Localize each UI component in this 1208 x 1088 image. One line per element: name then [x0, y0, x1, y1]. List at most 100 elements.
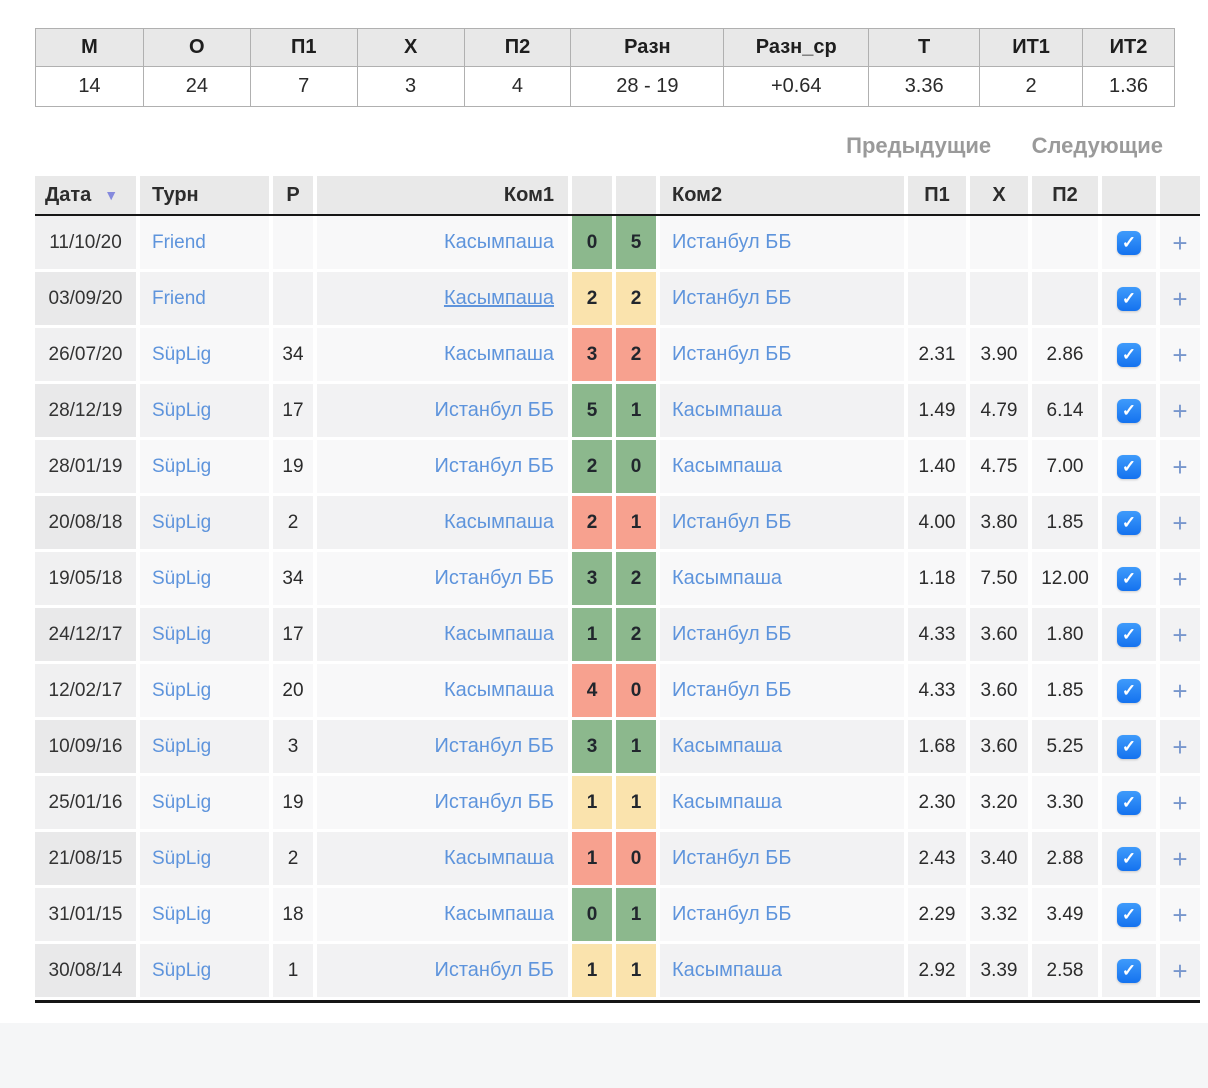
team1-link[interactable]: Касымпаша: [317, 272, 568, 325]
team1-link[interactable]: Истанбул ББ: [317, 944, 568, 997]
col-header-p2[interactable]: П2: [1032, 176, 1098, 214]
col-header-team2[interactable]: Ком2: [660, 176, 904, 214]
plus-cell: +: [1160, 776, 1200, 829]
team2-link[interactable]: Касымпаша: [660, 440, 904, 493]
checkbox-cell: ✓: [1102, 888, 1156, 941]
tournament-link[interactable]: SüpLig: [140, 664, 269, 717]
tournament-link[interactable]: SüpLig: [140, 552, 269, 605]
team2-link[interactable]: Касымпаша: [660, 944, 904, 997]
team2-link[interactable]: Истанбул ББ: [660, 216, 904, 269]
checkmark-icon: ✓: [1121, 625, 1137, 644]
team1-link[interactable]: Истанбул ББ: [317, 776, 568, 829]
add-match-link[interactable]: +: [1172, 395, 1188, 426]
col-header-tournament[interactable]: Турн: [140, 176, 269, 214]
odd-p2: 3.30: [1032, 776, 1098, 829]
next-page-link[interactable]: Следующие: [1031, 133, 1163, 158]
add-match-link[interactable]: +: [1172, 955, 1188, 986]
team1-link[interactable]: Касымпаша: [317, 216, 568, 269]
add-match-link[interactable]: +: [1172, 731, 1188, 762]
row-checkbox[interactable]: ✓: [1117, 230, 1141, 255]
row-checkbox[interactable]: ✓: [1117, 790, 1141, 815]
row-checkbox[interactable]: ✓: [1117, 566, 1141, 591]
add-match-link[interactable]: +: [1172, 619, 1188, 650]
add-match-link[interactable]: +: [1172, 283, 1188, 314]
team1-link[interactable]: Истанбул ББ: [317, 384, 568, 437]
round-number: 20: [273, 664, 313, 717]
row-checkbox[interactable]: ✓: [1117, 846, 1141, 871]
add-match-link[interactable]: +: [1172, 675, 1188, 706]
tournament-link[interactable]: SüpLig: [140, 888, 269, 941]
row-checkbox[interactable]: ✓: [1117, 678, 1141, 703]
tournament-link[interactable]: Friend: [140, 272, 269, 325]
team2-link[interactable]: Истанбул ББ: [660, 328, 904, 381]
add-match-link[interactable]: +: [1172, 787, 1188, 818]
team1-link[interactable]: Касымпаша: [317, 888, 568, 941]
row-checkbox[interactable]: ✓: [1117, 958, 1141, 983]
col-header-p1[interactable]: П1: [908, 176, 966, 214]
row-checkbox[interactable]: ✓: [1117, 902, 1141, 927]
team1-link[interactable]: Касымпаша: [317, 496, 568, 549]
tournament-link[interactable]: SüpLig: [140, 384, 269, 437]
team1-link[interactable]: Истанбул ББ: [317, 552, 568, 605]
team1-link[interactable]: Истанбул ББ: [317, 720, 568, 773]
team2-link[interactable]: Истанбул ББ: [660, 496, 904, 549]
team2-link[interactable]: Истанбул ББ: [660, 608, 904, 661]
team1-link[interactable]: Касымпаша: [317, 664, 568, 717]
tournament-link[interactable]: SüpLig: [140, 776, 269, 829]
add-match-link[interactable]: +: [1172, 451, 1188, 482]
summary-col-value: 7: [249, 66, 358, 107]
sort-desc-icon[interactable]: ▼: [104, 187, 119, 203]
team2-link[interactable]: Истанбул ББ: [660, 272, 904, 325]
row-checkbox[interactable]: ✓: [1117, 454, 1141, 479]
add-match-link[interactable]: +: [1172, 843, 1188, 874]
team2-link[interactable]: Истанбул ББ: [660, 888, 904, 941]
team2-score: 0: [616, 440, 656, 493]
col-header-date-label: Дата: [45, 183, 92, 206]
tournament-link[interactable]: SüpLig: [140, 608, 269, 661]
team1-link[interactable]: Касымпаша: [317, 328, 568, 381]
team1-link[interactable]: Истанбул ББ: [317, 440, 568, 493]
tournament-link[interactable]: SüpLig: [140, 328, 269, 381]
add-match-link[interactable]: +: [1172, 227, 1188, 258]
row-checkbox[interactable]: ✓: [1117, 342, 1141, 367]
row-checkbox[interactable]: ✓: [1117, 510, 1141, 535]
col-header-date[interactable]: Дата ▼: [35, 176, 136, 214]
add-match-link[interactable]: +: [1172, 563, 1188, 594]
team2-link[interactable]: Истанбул ББ: [660, 664, 904, 717]
tournament-link[interactable]: SüpLig: [140, 440, 269, 493]
tournament-link[interactable]: SüpLig: [140, 832, 269, 885]
plus-cell: +: [1160, 552, 1200, 605]
checkmark-icon: ✓: [1121, 289, 1137, 308]
summary-table: М О П1 Х П2 Разн Разн_ср Т ИТ1 ИТ2 14 24 7 3 4 28 - 19…: [35, 28, 1175, 107]
tournament-link[interactable]: SüpLig: [140, 496, 269, 549]
col-header-round[interactable]: Р: [273, 176, 313, 214]
tournament-link[interactable]: Friend: [140, 216, 269, 269]
team2-link[interactable]: Касымпаша: [660, 552, 904, 605]
match-date: 11/10/20: [35, 216, 136, 269]
add-match-link[interactable]: +: [1172, 339, 1188, 370]
tournament-link[interactable]: SüpLig: [140, 720, 269, 773]
summary-col-value: 1.36: [1082, 66, 1175, 107]
tournament-link[interactable]: SüpLig: [140, 944, 269, 997]
summary-col-value: 2: [979, 66, 1084, 107]
team2-link[interactable]: Касымпаша: [660, 776, 904, 829]
row-checkbox[interactable]: ✓: [1117, 734, 1141, 759]
checkmark-icon: ✓: [1121, 849, 1137, 868]
col-header-team1[interactable]: Ком1: [317, 176, 568, 214]
row-checkbox[interactable]: ✓: [1117, 398, 1141, 423]
team1-link[interactable]: Касымпаша: [317, 608, 568, 661]
team2-score: 2: [616, 272, 656, 325]
team1-link[interactable]: Касымпаша: [317, 832, 568, 885]
team2-link[interactable]: Касымпаша: [660, 384, 904, 437]
team2-link[interactable]: Истанбул ББ: [660, 832, 904, 885]
team2-link[interactable]: Касымпаша: [660, 720, 904, 773]
col-header-x[interactable]: Х: [970, 176, 1028, 214]
odd-x: 4.75: [970, 440, 1028, 493]
team2-score: 0: [616, 832, 656, 885]
row-checkbox[interactable]: ✓: [1117, 622, 1141, 647]
add-match-link[interactable]: +: [1172, 899, 1188, 930]
add-match-link[interactable]: +: [1172, 507, 1188, 538]
previous-page-link[interactable]: Предыдущие: [846, 133, 992, 158]
summary-col-value: 24: [142, 66, 251, 107]
row-checkbox[interactable]: ✓: [1117, 286, 1141, 311]
